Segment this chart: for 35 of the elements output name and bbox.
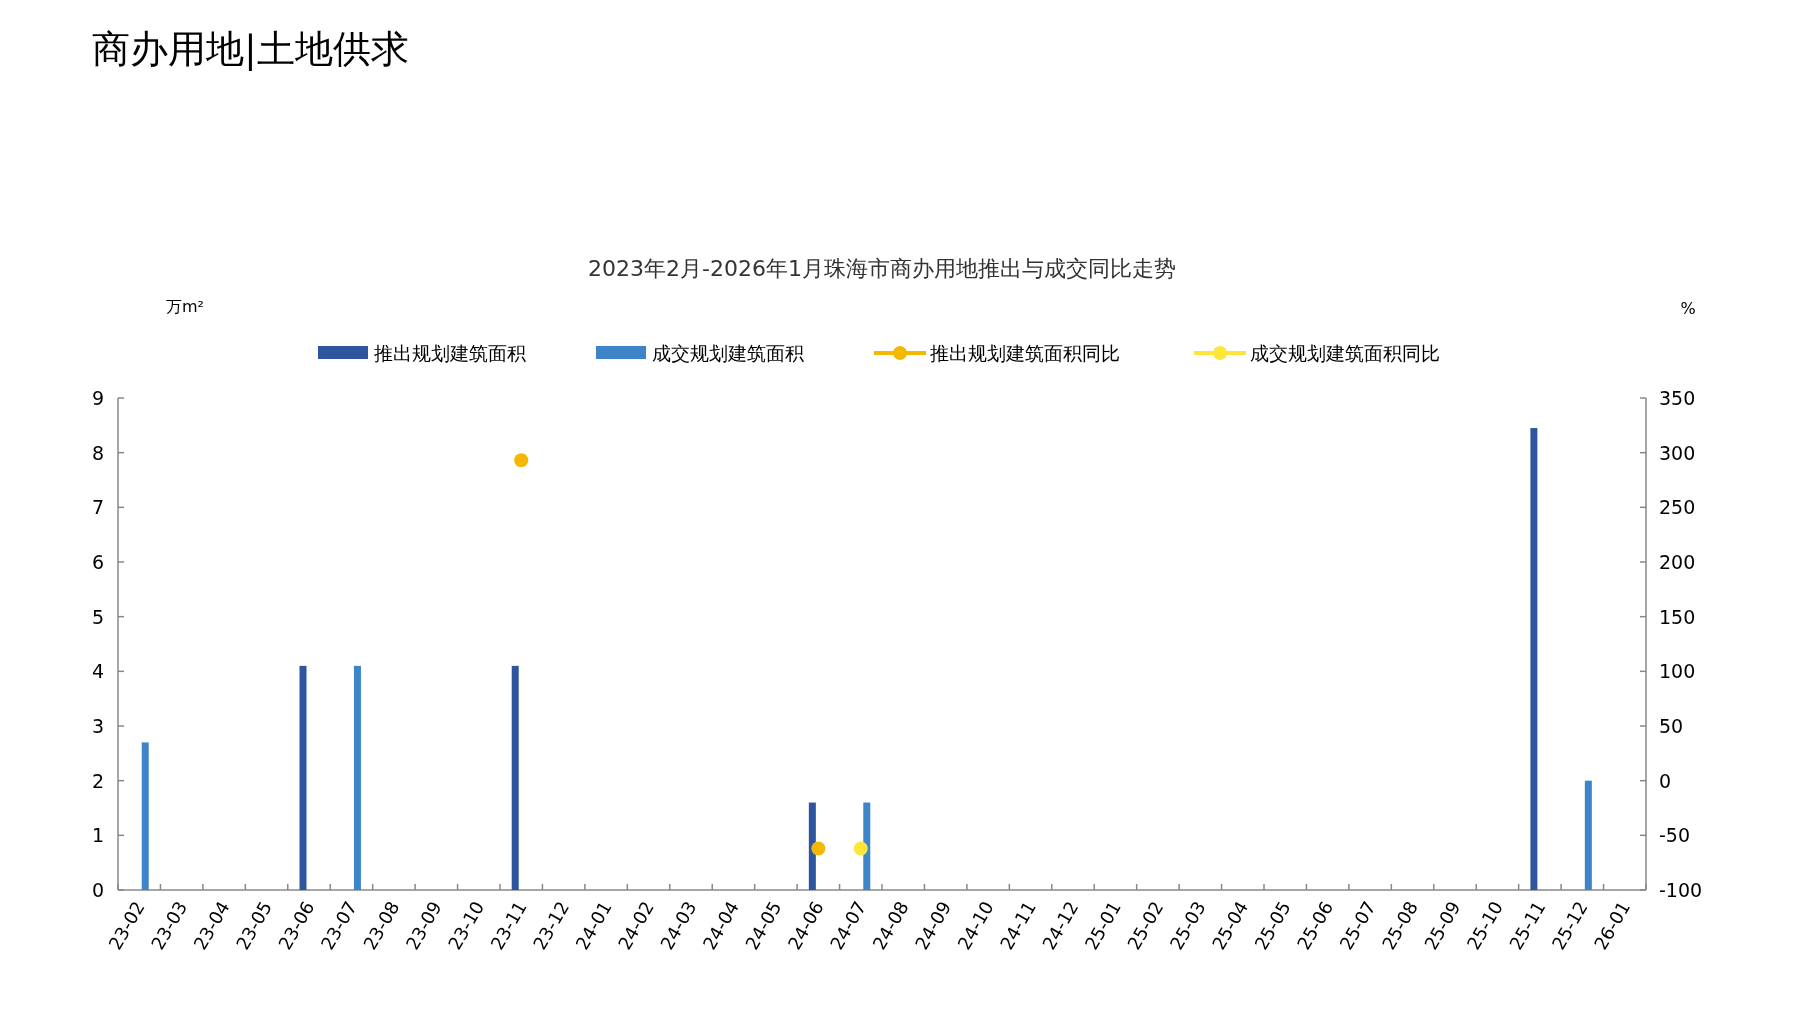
- legend-label: 成交规划建筑面积同比: [1250, 342, 1440, 364]
- legend-label: 推出规划建筑面积: [374, 342, 526, 364]
- y2-tick-label: -100: [1659, 879, 1703, 901]
- y2-axis-title: %: [1680, 299, 1696, 318]
- bar: [511, 665, 519, 890]
- bar: [353, 665, 361, 890]
- y-tick-label: 2: [91, 769, 104, 792]
- y-tick-label: 6: [91, 551, 104, 573]
- chart-title: 2023年2月-2026年1月珠海市商办用地推出与成交同比走势: [588, 256, 1176, 281]
- y-axis-title: 万m²: [166, 297, 204, 316]
- y-tick-label: 3: [91, 715, 104, 737]
- bar: [141, 742, 149, 890]
- legend-label: 推出规划建筑面积同比: [930, 342, 1120, 364]
- y2-tick-label: 300: [1659, 441, 1696, 464]
- text: 商办用地|土地供求: [92, 27, 409, 71]
- y2-tick-label: 250: [1659, 496, 1696, 519]
- bar: [1530, 428, 1538, 890]
- y2-tick-label: 0: [1659, 769, 1672, 792]
- y2-tick-label: -50: [1659, 824, 1691, 847]
- bar: [808, 802, 816, 890]
- y-tick-label: 4: [91, 660, 104, 683]
- bar: [299, 665, 307, 890]
- y-tick-label: 7: [91, 496, 104, 519]
- y2-tick-label: 150: [1659, 605, 1696, 628]
- y2-tick-label: 100: [1659, 660, 1696, 683]
- bar: [1584, 780, 1592, 890]
- y-tick-label: 0: [91, 879, 104, 901]
- y2-tick-label: 350: [1659, 387, 1696, 409]
- y-tick-label: 5: [91, 605, 104, 628]
- y2-tick-label: 50: [1659, 715, 1684, 737]
- y-tick-label: 9: [91, 387, 104, 409]
- legend-label: 成交规划建筑面积: [652, 342, 804, 364]
- y-tick-label: 1: [91, 824, 104, 847]
- y2-tick-label: 200: [1659, 551, 1696, 573]
- y-tick-label: 8: [91, 441, 104, 464]
